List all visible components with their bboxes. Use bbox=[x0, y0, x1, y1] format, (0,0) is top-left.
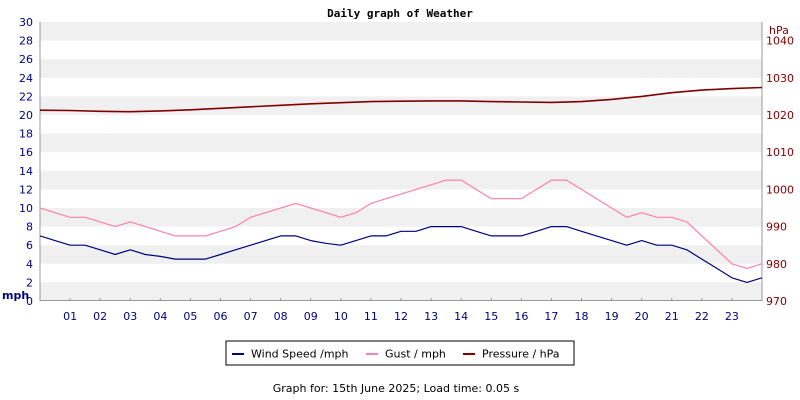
series-line-wind-speed-mph bbox=[40, 226, 762, 283]
x-tick-label: 07 bbox=[244, 310, 258, 323]
right-tick-label: 980 bbox=[766, 258, 787, 271]
x-tick-label: 10 bbox=[334, 310, 348, 323]
x-tick-label: 18 bbox=[575, 310, 589, 323]
x-tick-label: 20 bbox=[635, 310, 649, 323]
x-tick-label: 21 bbox=[665, 310, 679, 323]
x-tick-label: 19 bbox=[605, 310, 619, 323]
x-tick-label: 17 bbox=[544, 310, 558, 323]
x-tick-label: 13 bbox=[424, 310, 438, 323]
right-axis-unit-label: hPa bbox=[769, 24, 789, 37]
x-tick-label: 09 bbox=[304, 310, 318, 323]
left-tick-label: 0 bbox=[26, 295, 33, 308]
left-tick-label: 28 bbox=[19, 35, 33, 48]
left-tick-label: 10 bbox=[19, 202, 33, 215]
left-tick-label: 20 bbox=[19, 109, 33, 122]
grid-band bbox=[40, 59, 762, 78]
legend-box bbox=[225, 340, 575, 366]
grid-band bbox=[40, 170, 762, 190]
x-tick-label: 11 bbox=[364, 310, 378, 323]
footer-text: Graph for: 15th June 2025; Load time: 0.… bbox=[273, 382, 520, 395]
x-tick-label: 16 bbox=[514, 310, 528, 323]
legend-label: Wind Speed /mph bbox=[251, 348, 349, 361]
series-line-pressure-hpa bbox=[40, 86, 762, 113]
left-axis-unit-label: mph bbox=[2, 289, 29, 302]
left-tick-label: 14 bbox=[19, 165, 33, 178]
left-tick-label: 24 bbox=[19, 72, 33, 85]
x-axis-ticks: 01 02 03 04 05 06 07 08 09 10 11 12 13 14 15 16 17 18 19 20… bbox=[63, 298, 739, 323]
x-tick-label: 01 bbox=[63, 310, 77, 323]
grid-band bbox=[40, 282, 762, 301]
grid-bands bbox=[40, 22, 762, 301]
left-tick-label: 30 bbox=[19, 16, 33, 29]
grid-band bbox=[40, 245, 762, 264]
x-tick-label: 05 bbox=[183, 310, 197, 323]
left-tick-label: 12 bbox=[19, 183, 33, 196]
right-tick-label: 1020 bbox=[766, 109, 794, 122]
grid-band bbox=[40, 22, 762, 41]
legend-label: Gust / mph bbox=[385, 348, 446, 361]
right-axis-ticks: 970 980 990 1000 1010 1020 1030 1040 bbox=[766, 35, 794, 308]
x-tick-label: 22 bbox=[695, 310, 709, 323]
right-tick-label: 1000 bbox=[766, 183, 794, 196]
left-tick-label: 4 bbox=[26, 258, 33, 271]
left-tick-label: 2 bbox=[26, 276, 33, 289]
left-tick-label: 16 bbox=[19, 146, 33, 159]
x-tick-label: 02 bbox=[93, 310, 107, 323]
x-tick-label: 03 bbox=[123, 310, 137, 323]
right-tick-label: 1030 bbox=[766, 72, 794, 85]
grid-band bbox=[40, 96, 762, 115]
right-tick-label: 970 bbox=[766, 295, 787, 308]
legend: Wind Speed /mph Gust / mph Pressure / hPa bbox=[232, 348, 560, 361]
x-tick-label: 15 bbox=[484, 310, 498, 323]
legend-label: Pressure / hPa bbox=[482, 348, 560, 361]
right-tick-label: 1010 bbox=[766, 146, 794, 159]
left-tick-label: 22 bbox=[19, 90, 33, 103]
x-tick-label: 14 bbox=[454, 310, 468, 323]
right-tick-label: 1040 bbox=[766, 35, 794, 48]
chart-title: Daily graph of Weather bbox=[327, 7, 473, 20]
x-tick-label: 04 bbox=[153, 310, 167, 323]
right-tick-label: 990 bbox=[766, 221, 787, 234]
series-line-gust-mph bbox=[40, 179, 762, 269]
left-tick-label: 8 bbox=[26, 221, 33, 234]
left-tick-label: 26 bbox=[19, 53, 33, 66]
x-tick-label: 08 bbox=[274, 310, 288, 323]
left-tick-label: 6 bbox=[26, 239, 33, 252]
grid-band bbox=[40, 133, 762, 153]
left-tick-label: 18 bbox=[19, 128, 33, 141]
x-tick-label: 06 bbox=[214, 310, 228, 323]
grid-band bbox=[40, 208, 762, 227]
series-layer bbox=[40, 86, 762, 283]
x-tick-label: 12 bbox=[394, 310, 408, 323]
x-tick-label: 23 bbox=[725, 310, 739, 323]
